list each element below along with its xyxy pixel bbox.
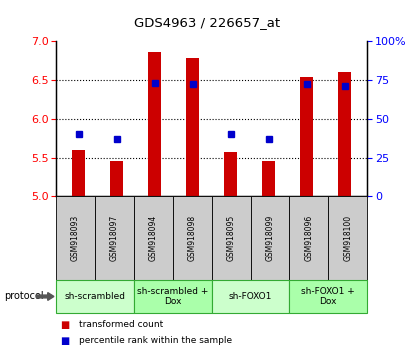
Text: GSM918095: GSM918095 — [227, 215, 236, 261]
Text: sh-scrambled: sh-scrambled — [64, 292, 125, 301]
Text: GSM918097: GSM918097 — [110, 215, 119, 261]
Text: GSM918100: GSM918100 — [343, 215, 352, 261]
Text: sh-FOXO1 +
Dox: sh-FOXO1 + Dox — [301, 287, 355, 306]
Bar — [186, 58, 199, 196]
Bar — [110, 161, 123, 196]
Text: sh-FOXO1: sh-FOXO1 — [229, 292, 272, 301]
Text: GDS4963 / 226657_at: GDS4963 / 226657_at — [134, 16, 281, 29]
Text: ■: ■ — [60, 320, 69, 330]
Text: transformed count: transformed count — [79, 320, 163, 329]
Text: sh-scrambled +
Dox: sh-scrambled + Dox — [137, 287, 208, 306]
Bar — [148, 52, 161, 196]
Bar — [224, 152, 237, 196]
Bar — [338, 72, 351, 196]
Bar — [300, 77, 313, 196]
Text: GSM918099: GSM918099 — [266, 215, 274, 261]
Text: GSM918098: GSM918098 — [188, 215, 197, 261]
Bar — [262, 161, 275, 196]
Text: ■: ■ — [60, 336, 69, 346]
Text: percentile rank within the sample: percentile rank within the sample — [79, 336, 232, 345]
Bar — [72, 150, 85, 196]
Text: GSM918096: GSM918096 — [305, 215, 313, 261]
Text: GSM918093: GSM918093 — [71, 215, 80, 261]
Text: GSM918094: GSM918094 — [149, 215, 158, 261]
Text: protocol: protocol — [4, 291, 44, 302]
